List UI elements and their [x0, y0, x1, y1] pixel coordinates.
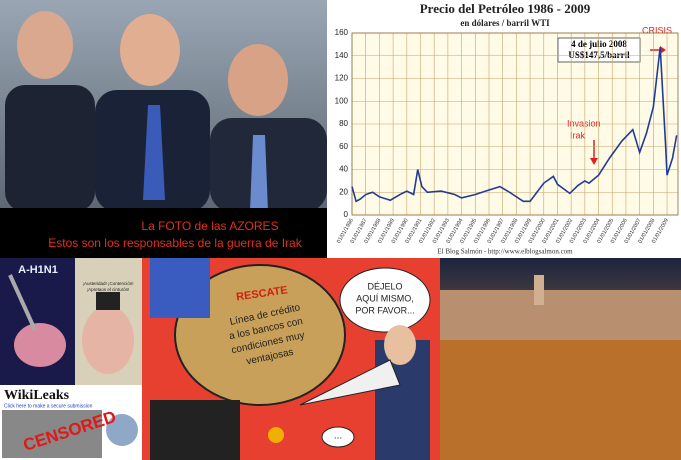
- label: A-H1N1: [18, 264, 58, 276]
- caption: La FOTO de las AZORES: [141, 219, 278, 233]
- y-tick-label: 60: [339, 142, 348, 151]
- cartoon: RESCATE Línea de crédito a los bancos co…: [142, 258, 440, 460]
- speech: POR FAVOR...: [355, 305, 414, 315]
- y-tick-label: 40: [339, 165, 348, 174]
- y-tick-label: 20: [339, 187, 348, 196]
- caption: ¡Austeridad! ¡Contención!: [82, 281, 133, 286]
- annotation: Invasion: [567, 118, 601, 128]
- plot-frame: [351, 32, 679, 216]
- y-tick-label: 0: [344, 210, 349, 219]
- annotation: 4 de julio 2008: [571, 39, 627, 49]
- pig-image: ¡Austeridad! ¡Contención! ¡Apretaos el c…: [75, 258, 142, 385]
- chart-title: Precio del Petróleo 1986 - 2009: [420, 1, 591, 16]
- wikileaks-image: WikiLeaks Click here to make a secure su…: [0, 385, 142, 460]
- annotation: Irak: [570, 130, 586, 140]
- oil-chart: Precio del Petróleo 1986 - 2009 en dólar…: [327, 0, 681, 258]
- caption: ¡Apretaos el cinturón!: [87, 287, 130, 292]
- speech: ...: [334, 431, 342, 442]
- link: Click here to make a secure submission: [4, 403, 93, 409]
- crowd-photo: [440, 258, 681, 460]
- y-tick-label: 80: [339, 119, 348, 128]
- annotation: CRISIS: [642, 25, 672, 35]
- title: WikiLeaks: [4, 388, 70, 403]
- source: El Blog Salmón - http://www.elblogsalmon…: [437, 248, 573, 256]
- y-tick-label: 160: [335, 28, 349, 37]
- y-tick-label: 100: [335, 96, 349, 105]
- data-line: [351, 47, 678, 203]
- h1n1-image: A-H1N1: [0, 258, 75, 385]
- chart-subtitle: en dólares / barril WTI: [460, 18, 550, 28]
- y-tick-label: 120: [335, 74, 349, 83]
- speech: DÉJELO: [367, 281, 402, 291]
- annotation: US$147,5/barril: [568, 50, 630, 60]
- azores-photo: La FOTO de las AZORES Estos son los resp…: [0, 0, 327, 258]
- caption: Estos son los responsables de la guerra …: [48, 236, 302, 250]
- y-tick-label: 140: [335, 51, 349, 60]
- speech: AQUÍ MISMO,: [356, 293, 414, 303]
